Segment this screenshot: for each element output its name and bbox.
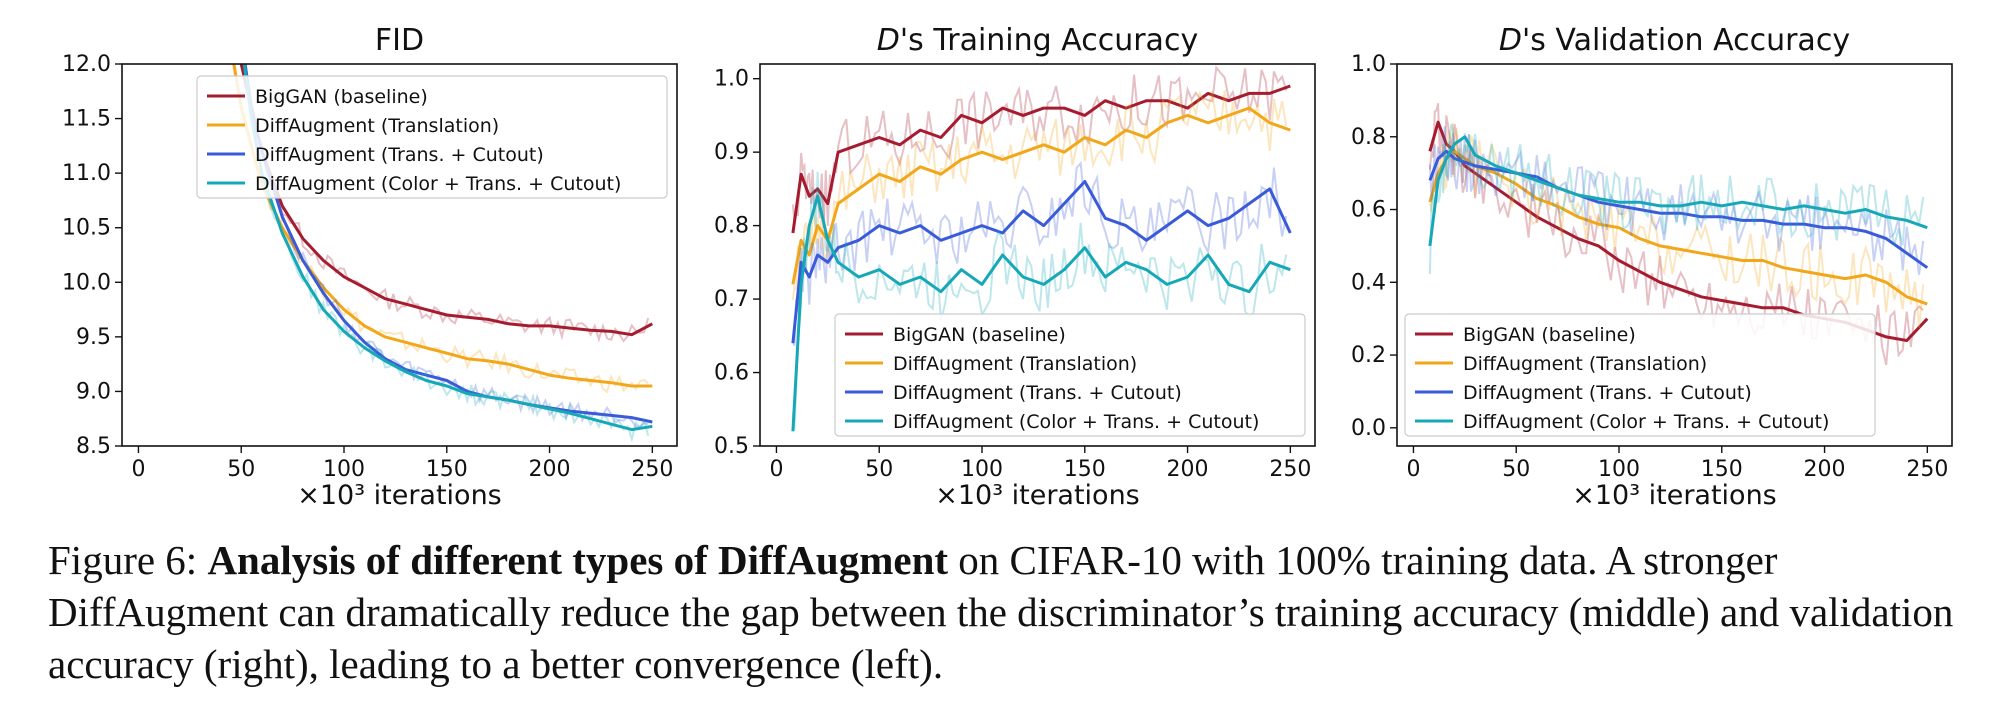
legend-box [1404,313,1876,437]
y-tick-label: 0.8 [714,214,749,239]
x-tick-label: 100 [1598,457,1640,482]
legend-box [834,313,1306,437]
x-tick-label: 50 [865,457,893,482]
series-noise [791,161,1288,347]
x-tick-label: 250 [1269,457,1311,482]
series-line [791,180,1292,344]
x-tick-label: 0 [769,457,783,482]
y-tick-label: 0.0 [1351,416,1386,441]
y-tick-label: 0.9 [714,140,749,165]
x-axis-label: ×10³ iterations [297,480,502,511]
y-tick-label: 9.5 [76,325,111,350]
y-tick-label: 10.5 [62,216,111,241]
legend: BigGAN (baseline) DiffAugment (Translatio… [1404,313,1876,437]
y-tick-label: 11.5 [62,107,111,132]
y-tick-label: 1.0 [1351,52,1386,77]
x-tick-label: 50 [1502,457,1530,482]
series-line [1428,135,1928,247]
chart-title: D's Training Accuracy [877,23,1198,58]
x-tick-label: 150 [1701,457,1743,482]
legend-entry: DiffAugment (Trans. + Cutout) [893,382,1182,404]
legend-entry: DiffAugment (Translation) [893,353,1137,375]
x-tick-label: 250 [631,457,673,482]
legend-box [196,75,668,199]
chart-title-italic: D [877,23,900,58]
y-tick-label: 0.5 [714,434,749,459]
legend-entry: DiffAugment (Color + Trans. + Cutout) [893,411,1259,433]
y-tick-label: 0.4 [1351,270,1386,295]
y-tick-label: 11.0 [62,161,111,186]
chart-title: FID [375,23,424,58]
x-tick-label: 200 [1804,457,1846,482]
plot-frame [1396,63,1953,447]
y-tick-label: 8.5 [76,434,111,459]
legend-entry: BigGAN (baseline) [1463,324,1636,346]
caption-text: on CIFAR-10 with 100% training data. A s… [48,537,1954,687]
chart-1: FID 0 50 100 150 200 250 8.5 9.0 9.5 10.0 10.5 11.0 1… [62,23,678,511]
x-tick-label: 0 [1406,457,1420,482]
legend-entry: DiffAugment (Translation) [255,115,499,137]
series-group [1428,103,1929,366]
x-tick-label: 150 [1064,457,1106,482]
y-tick-label: 0.8 [1351,125,1386,150]
y-tick-label: 0.7 [714,287,749,312]
x-tick-label: 0 [131,457,145,482]
x-tick-label: 250 [1906,457,1948,482]
chart-3: D's Validation Accuracy 0 50 100 150 200 250 0.… [1351,23,1953,511]
x-tick-label: 200 [1167,457,1209,482]
series-line [243,64,653,424]
x-tick-label: 200 [529,457,571,482]
x-axis-label: ×10³ iterations [1572,480,1777,511]
legend-entry: DiffAugment (Color + Trans. + Cutout) [255,173,621,195]
series-line [232,64,653,388]
x-axis-label: ×10³ iterations [935,480,1140,511]
series-line [791,84,1291,234]
caption-label: Figure 6: [48,537,198,583]
series-noise [232,64,649,394]
y-tick-label: 0.6 [1351,198,1386,223]
legend: BigGAN (baseline) DiffAugment (Translatio… [834,313,1306,437]
series-line [791,194,1291,432]
x-tick-label: 100 [323,457,365,482]
series-group [232,64,654,443]
plot-frame [121,63,678,447]
series-line [791,106,1291,285]
legend-entry: BigGAN (baseline) [255,86,428,108]
chart-title: D's Validation Accuracy [1499,23,1850,58]
y-tick-label: 0.2 [1351,343,1386,368]
charts-canvas: FID 0 50 100 150 200 250 8.5 9.0 9.5 10.0 10.5 11.0 1… [62,23,1953,511]
y-tick-label: 0.6 [714,361,749,386]
series-line [242,64,653,432]
series-line [1428,149,1928,306]
series-group [791,65,1292,432]
chart-title-italic: D [1499,23,1522,58]
y-tick-label: 12.0 [62,52,111,77]
plot-frame [759,63,1316,447]
x-tick-label: 100 [961,457,1003,482]
y-tick-label: 10.0 [62,270,111,295]
chart-title-rest: 's Training Accuracy [900,23,1198,58]
legend-entry: DiffAugment (Trans. + Cutout) [255,144,544,166]
series-noise [791,90,1288,301]
series-line [239,64,654,337]
x-tick-label: 150 [426,457,468,482]
chart-2: D's Training Accuracy 0 50 100 150 200 250 0.5 0… [714,23,1316,511]
chart-title-rest: 's Validation Accuracy [1522,23,1850,58]
series-noise [243,64,650,443]
legend-entry: BigGAN (baseline) [893,324,1066,346]
legend-entry: DiffAugment (Translation) [1463,353,1707,375]
y-tick-label: 9.0 [76,379,111,404]
figure-caption: Figure 6: Analysis of different types of… [48,534,1978,690]
series-noise [791,171,1288,430]
series-noise [1428,122,1925,328]
legend: BigGAN (baseline) DiffAugment (Translatio… [196,75,668,199]
legend-entry: DiffAugment (Trans. + Cutout) [1463,382,1752,404]
legend-entry: DiffAugment (Color + Trans. + Cutout) [1463,411,1829,433]
series-line [1428,149,1929,269]
x-tick-label: 50 [227,457,255,482]
y-tick-label: 1.0 [714,67,749,92]
caption-bold: Analysis of different types of DiffAugme… [207,537,949,583]
